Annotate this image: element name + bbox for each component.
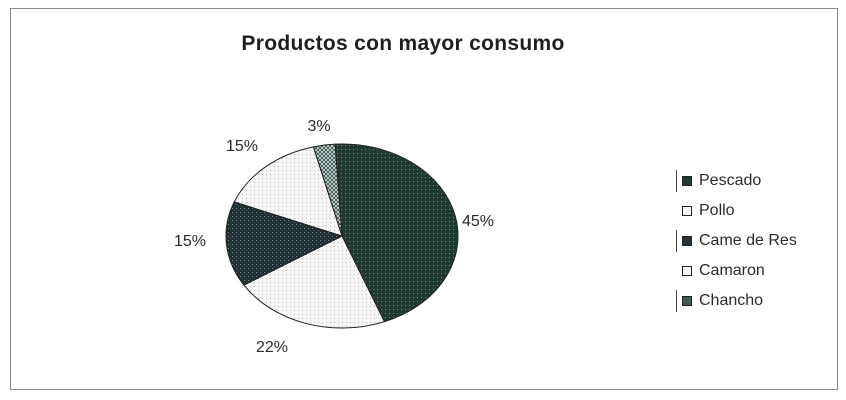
legend-item-camaron: Camaron [680, 256, 840, 286]
legend-label-pollo: Pollo [699, 202, 735, 220]
slice-label-camaron: 15% [226, 138, 258, 155]
legend-swatch-chancho [682, 296, 692, 306]
legend-swatch-pollo [682, 206, 692, 216]
legend-label-camaron: Camaron [699, 262, 765, 280]
legend-divider [676, 170, 677, 192]
slice-label-pollo: 22% [256, 339, 288, 356]
chart-legend: Pescado Pollo Came de Res Camaron Chanch… [680, 166, 840, 316]
legend-item-pescado: Pescado [680, 166, 840, 196]
legend-swatch-camaron [682, 266, 692, 276]
legend-item-chancho: Chancho [680, 286, 840, 316]
legend-label-chancho: Chancho [699, 292, 763, 310]
slice-label-carne-de-res: 15% [174, 233, 206, 250]
slice-label-chancho: 3% [307, 118, 330, 135]
legend-label-carne-de-res: Came de Res [699, 232, 797, 250]
slice-label-pescado: 45% [462, 213, 494, 230]
legend-divider [676, 230, 677, 252]
legend-divider [676, 290, 677, 312]
legend-label-pescado: Pescado [699, 172, 761, 190]
legend-swatch-carne-de-res [682, 236, 692, 246]
legend-swatch-pescado [682, 176, 692, 186]
legend-item-pollo: Pollo [680, 196, 840, 226]
legend-item-carne-de-res: Came de Res [680, 226, 840, 256]
